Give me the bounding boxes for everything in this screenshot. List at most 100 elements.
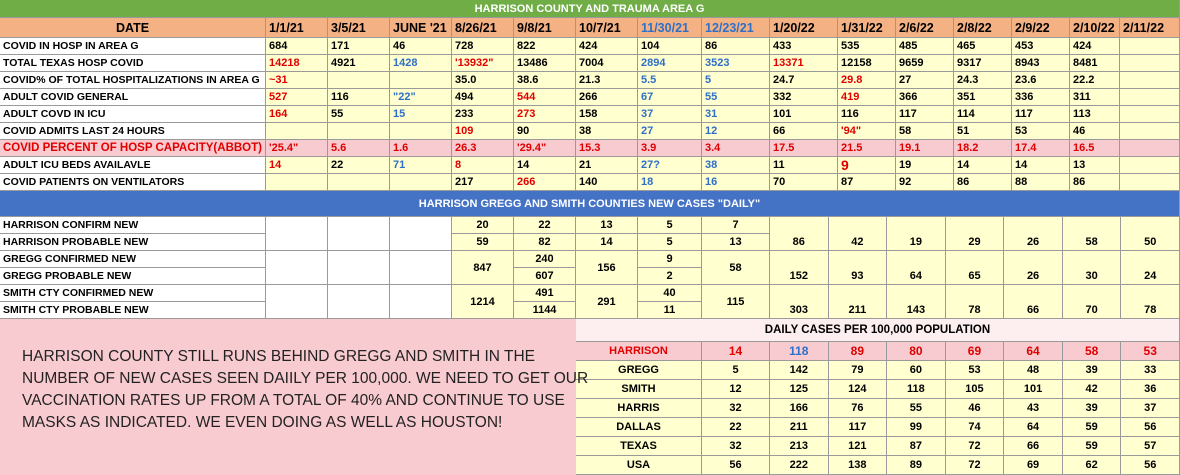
case-cell: 65 <box>945 251 1005 285</box>
data-cell: 8943 <box>1012 55 1070 72</box>
data-cell: 9659 <box>896 55 954 72</box>
rate-cell: 72 <box>945 456 1005 475</box>
case-cell: 19 <box>887 217 946 251</box>
date-header: 12/23/21 <box>702 18 770 38</box>
place-label: HARRIS <box>576 399 702 418</box>
empty-cell <box>390 217 452 251</box>
case-cell: 29 <box>945 217 1005 251</box>
date-header: 2/11/22 <box>1120 18 1180 38</box>
data-cell: 8481 <box>1070 55 1120 72</box>
data-cell <box>390 123 452 140</box>
rate-cell: 89 <box>887 456 946 475</box>
case-cell: 14 <box>576 234 638 251</box>
row-label: COVID PATIENTS ON VENTILATORS <box>0 174 266 191</box>
rate-cell: 64 <box>1004 418 1063 437</box>
case-cell: 93 <box>828 251 888 285</box>
rate-cell: 39 <box>1062 399 1122 418</box>
date-header: 3/5/21 <box>328 18 390 38</box>
data-cell: 3523 <box>702 55 770 72</box>
data-cell: 424 <box>576 38 638 55</box>
rate-cell: 222 <box>770 456 829 475</box>
date-header: 2/8/22 <box>954 18 1012 38</box>
place-label: GREGG <box>576 361 702 380</box>
empty-cell <box>328 285 390 319</box>
data-cell <box>390 72 452 89</box>
data-cell: 12 <box>702 123 770 140</box>
data-cell: 9 <box>838 157 896 174</box>
row-label: COVID IN HOSP IN AREA G <box>0 38 266 55</box>
data-cell: 14 <box>954 157 1012 174</box>
data-cell: 21.5 <box>838 140 896 157</box>
rate-cell: 36 <box>1121 380 1180 399</box>
empty-cell <box>1120 55 1180 72</box>
data-cell: 18 <box>638 174 702 191</box>
case-cell: 1214 <box>452 285 514 319</box>
case-cell: 40 <box>638 285 702 302</box>
rate-cell: 89 <box>828 342 888 361</box>
case-cell: 82 <box>514 234 576 251</box>
case-cell: 303 <box>770 285 829 319</box>
case-cell: 5 <box>638 234 702 251</box>
data-cell: 233 <box>452 106 514 123</box>
data-cell: 13 <box>1070 157 1120 174</box>
case-cell: 143 <box>887 285 946 319</box>
data-cell: 104 <box>638 38 702 55</box>
data-cell: 311 <box>1070 89 1120 106</box>
case-cell: 59 <box>452 234 514 251</box>
date-header: 8/26/21 <box>452 18 514 38</box>
place-label: SMITH <box>576 380 702 399</box>
rate-cell: 66 <box>1004 437 1063 456</box>
data-cell: 101 <box>770 106 838 123</box>
case-cell: 26 <box>1004 217 1063 251</box>
data-cell: 1.6 <box>390 140 452 157</box>
rate-cell: 33 <box>1121 361 1180 380</box>
rate-cell: 211 <box>770 418 829 437</box>
rate-cell: 64 <box>1004 342 1063 361</box>
note-line: HARRISON COUNTY STILL RUNS BEHIND GREGG … <box>22 348 536 365</box>
rate-cell: 138 <box>828 456 888 475</box>
row-label: ADULT ICU BEDS AVAILAVLE <box>0 157 266 174</box>
rate-cell: 69 <box>1004 456 1063 475</box>
case-cell: 20 <box>452 217 514 234</box>
rate-cell: 59 <box>1062 418 1122 437</box>
rate-cell: 60 <box>887 361 946 380</box>
data-cell: 13486 <box>514 55 576 72</box>
date-header: 2/6/22 <box>896 18 954 38</box>
data-cell: 217 <box>452 174 514 191</box>
case-cell: 115 <box>702 285 770 319</box>
data-cell: 5.5 <box>638 72 702 89</box>
rate-cell: 12 <box>702 380 770 399</box>
rate-cell: 39 <box>1062 361 1122 380</box>
data-cell: 433 <box>770 38 838 55</box>
data-cell: 46 <box>390 38 452 55</box>
data-cell: 140 <box>576 174 638 191</box>
row-label: COVID PERCENT OF HOSP CAPACITY(ABBOT) <box>0 140 266 157</box>
data-cell: '13932" <box>452 55 514 72</box>
data-cell: '29.4" <box>514 140 576 157</box>
rate-cell: 59 <box>1062 437 1122 456</box>
data-cell: 12158 <box>838 55 896 72</box>
data-cell: 55 <box>328 106 390 123</box>
place-label: USA <box>576 456 702 475</box>
data-cell: 17.5 <box>770 140 838 157</box>
data-cell: 29.8 <box>838 72 896 89</box>
data-cell: 494 <box>452 89 514 106</box>
data-cell: 38.6 <box>514 72 576 89</box>
data-cell: 158 <box>576 106 638 123</box>
case-cell: 211 <box>828 285 888 319</box>
place-label: DALLAS <box>576 418 702 437</box>
row-label: COVID ADMITS LAST 24 HOURS <box>0 123 266 140</box>
data-cell: 485 <box>896 38 954 55</box>
case-cell: 13 <box>702 234 770 251</box>
data-cell: 87 <box>838 174 896 191</box>
data-cell: 336 <box>1012 89 1070 106</box>
case-cell: 66 <box>1004 285 1063 319</box>
note-line: NUMBER OF NEW CASES SEEN DAIILY PER 100,… <box>22 370 589 387</box>
case-cell: 24 <box>1121 251 1180 285</box>
row-label: ADULT COVD IN ICU <box>0 106 266 123</box>
data-cell: 23.6 <box>1012 72 1070 89</box>
rate-cell: 142 <box>770 361 829 380</box>
data-cell: 27? <box>638 157 702 174</box>
data-cell: 109 <box>452 123 514 140</box>
